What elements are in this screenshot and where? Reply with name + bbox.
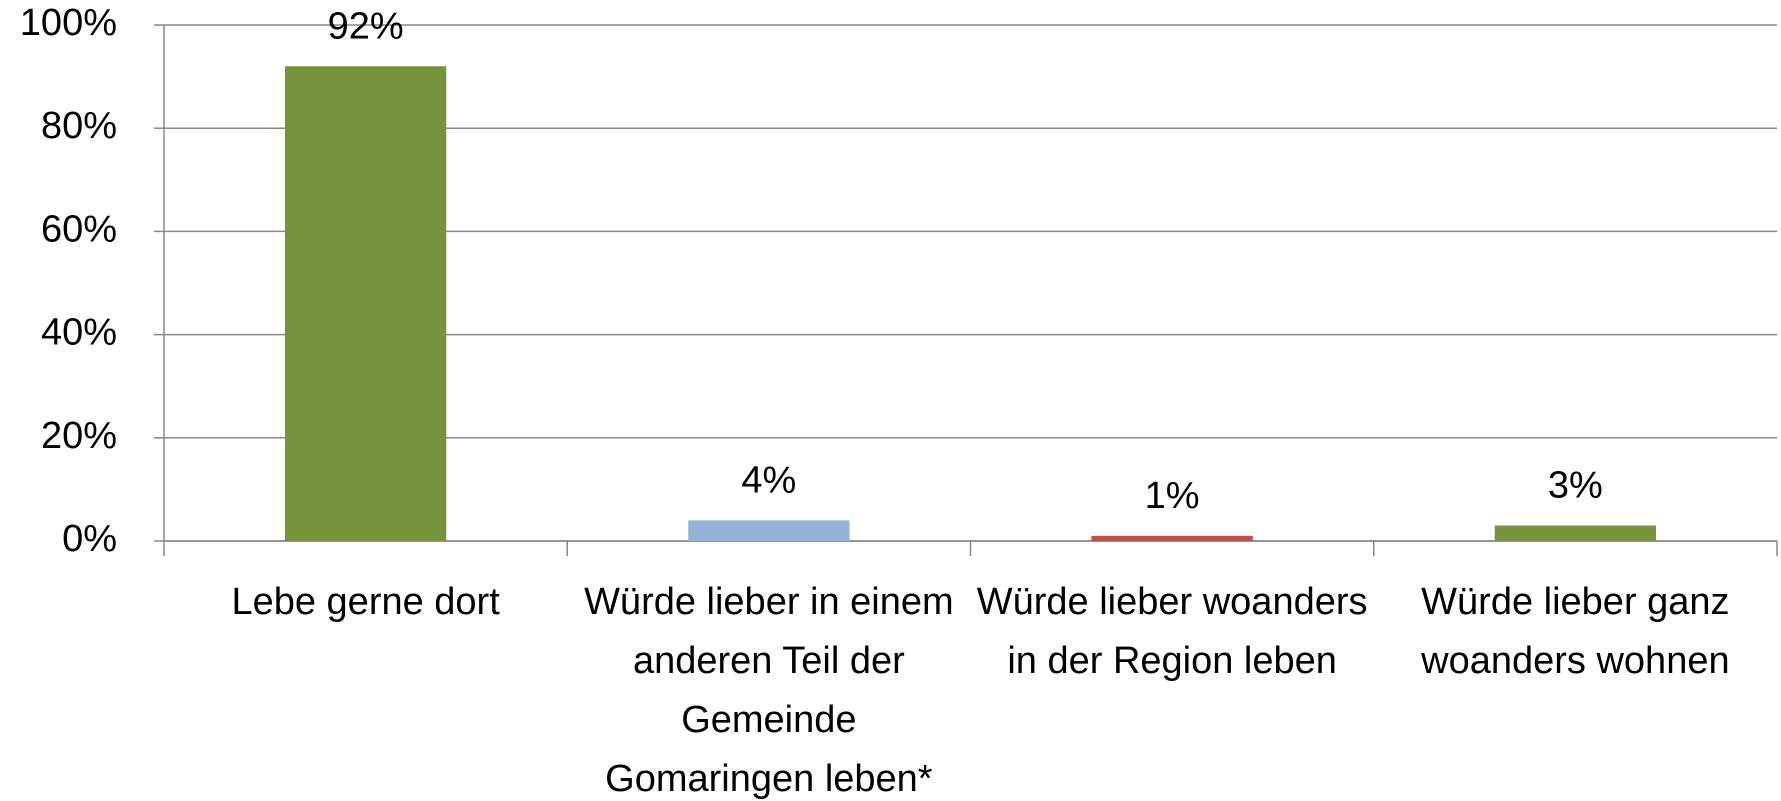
bar (688, 520, 850, 541)
y-tick-label: 20% (41, 415, 117, 457)
y-tick-label: 100% (20, 2, 117, 44)
data-label: 1% (1145, 475, 1200, 517)
y-tick-label: 80% (41, 105, 117, 147)
bar (284, 66, 447, 541)
data-label: 92% (328, 5, 404, 47)
data-label: 4% (741, 459, 796, 501)
y-tick-label: 40% (41, 312, 117, 354)
x-tick-label: Würde lieber ganz woanders wohnen (1421, 581, 1730, 682)
x-tick-label: Würde lieber woanders in der Region lebe… (976, 581, 1368, 682)
y-tick-label: 0% (62, 518, 117, 560)
bar (1091, 535, 1253, 541)
bar (1494, 525, 1657, 541)
y-tick-label: 60% (41, 208, 117, 250)
x-tick-label: Würde lieber in einem anderen Teil der G… (584, 581, 954, 800)
x-tick-label: Lebe gerne dort (231, 581, 500, 623)
data-label: 3% (1548, 465, 1603, 507)
